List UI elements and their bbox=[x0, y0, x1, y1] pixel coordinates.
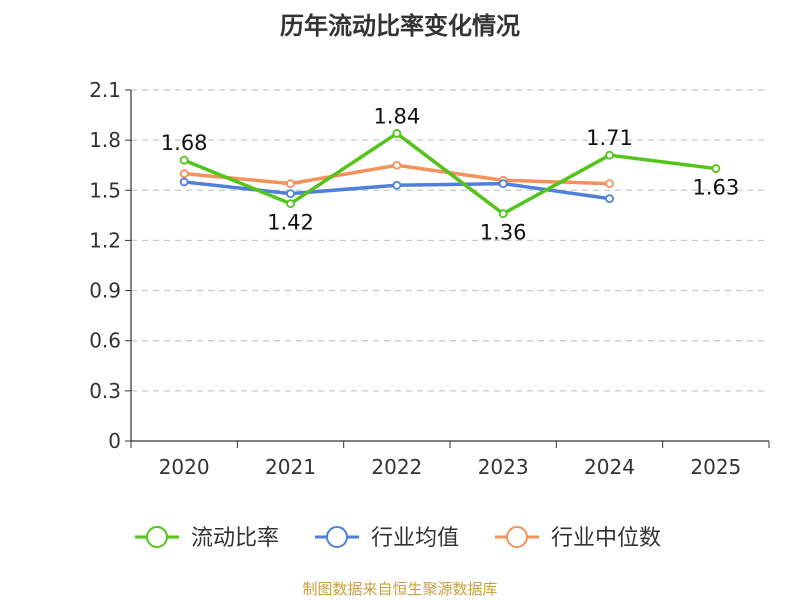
data-point bbox=[179, 177, 189, 187]
data-point bbox=[605, 179, 614, 189]
legend-marker bbox=[146, 526, 168, 548]
legend: 流动比率 行业均值 行业中位数 bbox=[135, 526, 661, 551]
data-label: 1.42 bbox=[267, 211, 314, 235]
legend-marker bbox=[506, 526, 528, 548]
y-tick-label: 0.3 bbox=[89, 379, 121, 403]
legend-marker bbox=[326, 526, 348, 548]
data-label: 1.36 bbox=[480, 221, 527, 245]
y-tick-label: 1.8 bbox=[89, 128, 121, 152]
data-point bbox=[286, 199, 295, 209]
data-point bbox=[498, 179, 508, 189]
data-point bbox=[711, 164, 721, 173]
source-note: 制图数据来自恒生聚源数据库 bbox=[302, 580, 498, 598]
y-tick-label: 0 bbox=[108, 429, 121, 453]
grid-lines bbox=[131, 89, 769, 392]
y-tick-label: 1.2 bbox=[89, 228, 121, 252]
data-point bbox=[392, 129, 402, 138]
data-label: 1.63 bbox=[692, 176, 739, 200]
legend-label: 行业中位数 bbox=[551, 526, 661, 551]
x-tick-label: 2021 bbox=[265, 455, 316, 479]
data-label: 1.68 bbox=[161, 131, 208, 155]
y-tick-label: 0.9 bbox=[89, 279, 121, 303]
data-point bbox=[179, 169, 189, 178]
data-point bbox=[286, 179, 295, 189]
axes: 0 0.3 0.6 0.9 1.2 1.5 1.8 2.1 2020 2021 2022 2023 20… bbox=[89, 78, 770, 479]
y-tick-label: 2.1 bbox=[89, 78, 121, 102]
x-tick-label: 2025 bbox=[690, 455, 741, 479]
data-label: 1.84 bbox=[373, 104, 420, 128]
series-layer bbox=[179, 129, 721, 219]
data-point bbox=[498, 209, 508, 219]
data-point bbox=[392, 180, 402, 190]
data-point bbox=[179, 155, 189, 165]
x-tick-label: 2020 bbox=[159, 455, 210, 479]
y-tick-label: 0.6 bbox=[89, 329, 121, 353]
series-line bbox=[183, 131, 717, 216]
x-tick-label: 2023 bbox=[478, 455, 529, 479]
data-point bbox=[392, 160, 402, 170]
x-tick-label: 2024 bbox=[584, 455, 635, 479]
x-tick-label: 2022 bbox=[371, 455, 422, 479]
chart-title: 历年流动比率变化情况 bbox=[280, 12, 520, 40]
data-label: 1.71 bbox=[586, 126, 633, 150]
legend-label: 行业均值 bbox=[371, 526, 459, 551]
legend-label: 流动比率 bbox=[191, 526, 279, 551]
data-point bbox=[286, 189, 295, 199]
data-point bbox=[605, 194, 614, 204]
data-labels: 1.68 1.42 1.84 1.36 1.71 1.63 bbox=[161, 104, 739, 244]
y-tick-label: 1.5 bbox=[89, 178, 121, 202]
data-point bbox=[605, 150, 614, 160]
